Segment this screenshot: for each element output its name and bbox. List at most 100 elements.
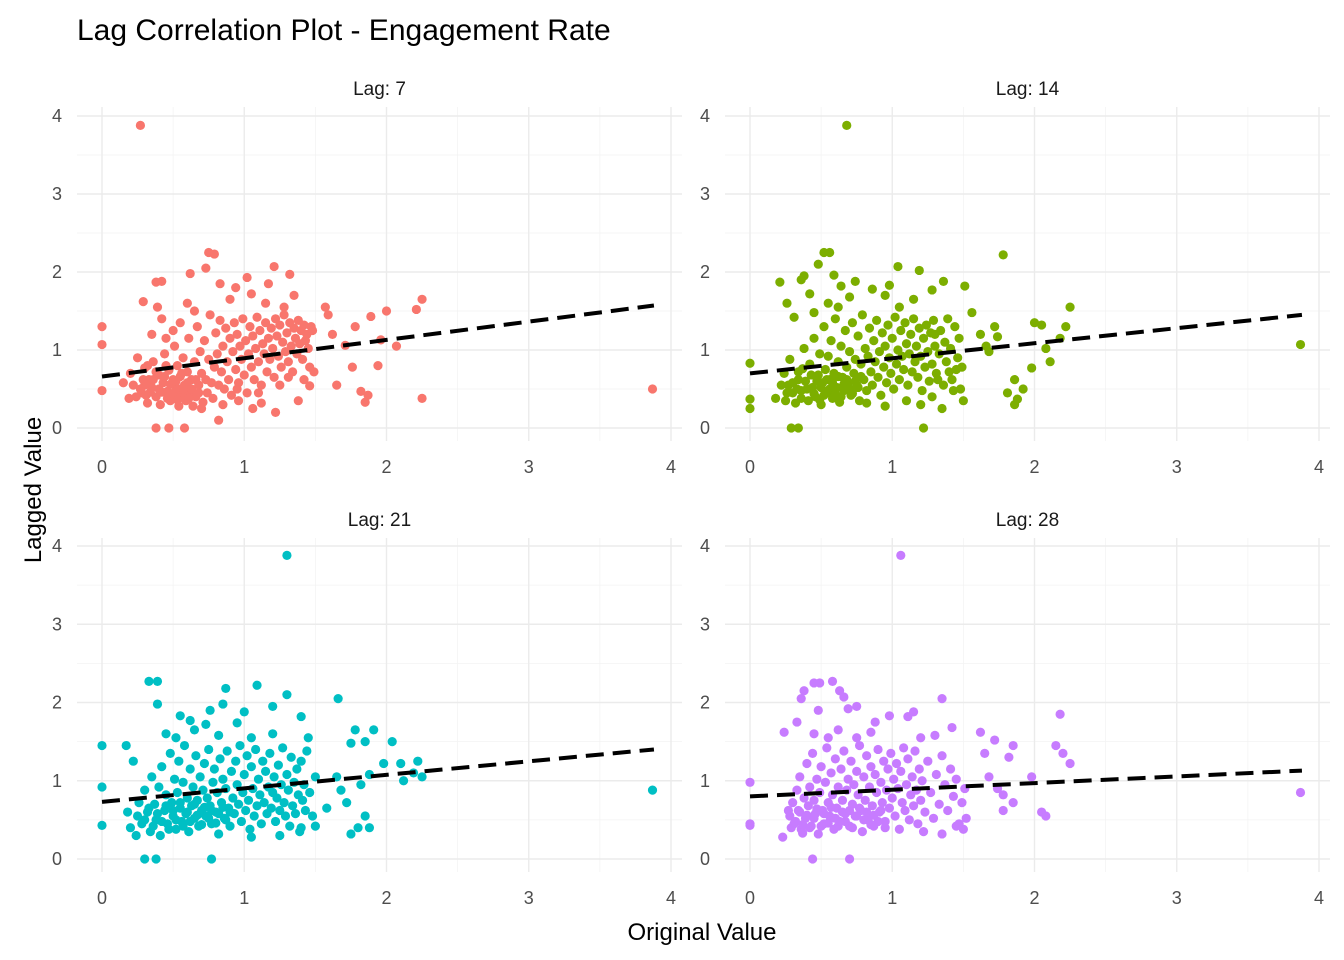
data-point (253, 388, 264, 398)
data-point (215, 315, 225, 325)
data-point (881, 378, 892, 388)
data-point (140, 785, 150, 795)
data-point (221, 683, 231, 694)
data-point (854, 803, 865, 813)
y-tick-label: 4 (52, 536, 62, 556)
data-point (178, 384, 188, 394)
x-tick-label: 1 (887, 457, 897, 477)
data-point (852, 701, 862, 712)
data-point (947, 375, 957, 385)
data-point (796, 275, 806, 285)
data-point (867, 284, 877, 294)
data-point (258, 339, 268, 349)
data-point (1051, 740, 1061, 751)
data-point (886, 748, 896, 758)
data-point (269, 261, 279, 272)
x-tick-label: 3 (1172, 888, 1182, 908)
data-point (852, 766, 862, 776)
data-point (185, 816, 195, 827)
data-point (843, 704, 853, 714)
data-point (852, 733, 862, 743)
data-point (789, 312, 799, 322)
data-point (812, 804, 822, 814)
y-tick-label: 0 (700, 418, 710, 438)
data-point (896, 550, 906, 560)
data-point (303, 733, 313, 743)
data-point (216, 367, 227, 377)
data-point (184, 393, 194, 403)
data-point (253, 357, 264, 367)
data-point (189, 306, 200, 316)
data-point (172, 361, 182, 371)
data-point (327, 329, 338, 339)
data-point (916, 400, 926, 410)
data-point (232, 384, 242, 394)
data-point (322, 803, 332, 813)
data-point (373, 361, 383, 371)
data-point (836, 281, 846, 291)
data-point (218, 400, 228, 410)
data-point (891, 359, 902, 369)
data-point (1004, 752, 1014, 762)
data-point (260, 766, 271, 776)
data-point (140, 854, 150, 864)
data-point (169, 341, 180, 351)
data-point (937, 829, 947, 839)
data-point (263, 333, 274, 343)
data-point (333, 693, 343, 704)
data-point (819, 809, 829, 819)
data-point (171, 376, 181, 386)
data-point (830, 813, 840, 823)
data-point (178, 353, 188, 363)
data-point (820, 364, 830, 375)
data-point (809, 389, 819, 399)
data-point (783, 805, 794, 816)
x-axis-label: Original Value (628, 919, 777, 946)
data-point (913, 372, 923, 382)
data-point (842, 375, 852, 385)
data-point (286, 752, 296, 762)
data-point (745, 820, 755, 830)
data-point (884, 280, 895, 290)
data-point (880, 290, 890, 300)
data-point (144, 803, 154, 813)
data-point (157, 762, 167, 772)
data-point (894, 375, 904, 385)
y-tick-label: 4 (52, 106, 62, 126)
data-point (886, 368, 896, 378)
data-point (151, 423, 161, 433)
data-point (187, 384, 197, 394)
data-point (1045, 357, 1055, 367)
data-point (299, 375, 309, 385)
data-point (97, 740, 107, 751)
data-point (825, 247, 835, 258)
data-point (998, 250, 1008, 260)
data-point (800, 376, 811, 386)
data-point (961, 813, 971, 823)
data-point (363, 390, 373, 400)
data-point (353, 823, 363, 833)
data-point (837, 807, 848, 817)
y-tick-label: 2 (700, 693, 710, 713)
data-point (218, 774, 228, 784)
data-point (1065, 302, 1075, 312)
data-point (803, 396, 813, 406)
data-point (813, 705, 823, 715)
data-point (118, 378, 128, 388)
data-point (853, 331, 863, 341)
data-point (776, 380, 786, 390)
x-tick-label: 3 (1172, 457, 1182, 477)
data-point (847, 318, 858, 328)
facet-strip-label: Lag: 28 (996, 510, 1059, 531)
data-point (228, 793, 238, 803)
data-point (826, 802, 836, 812)
data-point (803, 801, 813, 811)
data-point (147, 329, 157, 339)
data-point (926, 787, 936, 798)
facet-strip-label: Lag: 14 (996, 79, 1060, 100)
data-point (953, 353, 963, 363)
data-point (805, 782, 815, 792)
data-point (123, 807, 133, 817)
data-point (350, 725, 360, 735)
data-point (171, 733, 181, 743)
